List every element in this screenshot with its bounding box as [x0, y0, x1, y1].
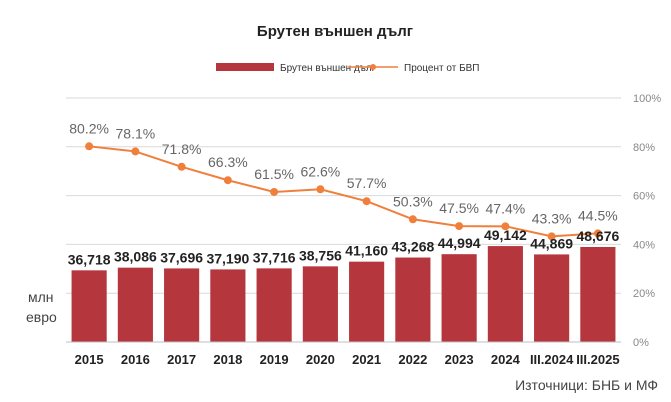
y2-tick-label: 40%	[633, 239, 655, 251]
gdp-percent-label: 66.3%	[208, 154, 248, 170]
y2-tick-label: 0%	[633, 337, 649, 349]
gdp-percent-label: 43.3%	[532, 210, 572, 226]
bar	[441, 254, 477, 342]
x-tick-label: 2018	[213, 352, 242, 367]
x-tick-label: 2023	[445, 352, 474, 367]
gdp-percent-label: 71.8%	[162, 141, 202, 157]
x-tick-label: III.2024	[530, 352, 574, 367]
bar-value-label: 48,676	[576, 228, 619, 244]
gdp-percent-label: 57.7%	[347, 175, 387, 191]
legend-swatch-debt	[216, 63, 274, 71]
chart-title: Брутен външен дълг	[257, 23, 413, 40]
bar	[71, 270, 107, 342]
gdp-percent-label: 62.6%	[301, 163, 341, 179]
legend: Брутен външен дълг Процент от БВП	[216, 63, 480, 74]
gdp-percent-point	[223, 176, 232, 185]
gdp-percent-label: 47.4%	[486, 200, 526, 216]
bar	[117, 267, 153, 342]
source-note: Източници: БНБ и МФ	[515, 377, 658, 393]
x-tick-label: 2020	[306, 352, 335, 367]
y-axis-unit-label: млн евро	[26, 289, 57, 325]
gdp-percent-label: 47.5%	[439, 200, 479, 216]
gdp-percent-label: 61.5%	[254, 166, 294, 182]
y-axis-unit-line-1: млн	[28, 289, 54, 305]
gdp-percent-point	[362, 197, 371, 206]
axes: 0% 20% 40% 60% 80% 100% 2015 2016 2017 2018 2019 20…	[66, 93, 661, 367]
bar	[580, 246, 616, 342]
gdp-percent-point	[501, 222, 510, 231]
gdp-percent-point	[455, 222, 464, 231]
bar-value-label: 43,268	[391, 239, 434, 255]
bar	[164, 268, 200, 342]
gdp-percent-point	[316, 185, 325, 194]
gdp-percent-point	[408, 215, 417, 224]
x-tick-label: III.2025	[576, 352, 619, 367]
x-tick-label: 2019	[260, 352, 289, 367]
bar	[534, 254, 570, 342]
gdp-percent-line	[89, 145, 598, 238]
y2-tick-label: 100%	[633, 93, 661, 105]
y2-tick-label: 20%	[633, 288, 655, 300]
x-tick-label: 2016	[121, 352, 150, 367]
x-tick-label: 2021	[352, 352, 381, 367]
bar-value-label: 37,190	[206, 250, 249, 266]
gdp-percent-point	[177, 162, 186, 171]
legend-label-debt: Брутен външен дълг	[280, 63, 376, 74]
gdp-percent-point	[547, 232, 556, 241]
gdp-percent-label: 78.1%	[116, 125, 156, 141]
bar-value-label: 37,696	[160, 249, 203, 265]
bar-value-label: 49,142	[484, 227, 527, 243]
bar-value-label: 41,160	[345, 243, 388, 259]
x-tick-label: 2017	[167, 352, 196, 367]
data-labels: 36,718 38,086 37,696 37,190 37,716 38,756 41,1…	[68, 120, 620, 267]
legend-label-gdp: Процент от БВП	[404, 63, 480, 74]
x-tick-label: 2022	[398, 352, 427, 367]
gdp-percent-point	[131, 147, 140, 156]
x-tick-label: 2015	[75, 352, 104, 367]
bar-value-label: 37,716	[253, 249, 296, 265]
gdp-percent-point	[593, 229, 602, 238]
bar-value-label: 44,994	[438, 235, 481, 251]
bar-value-label: 38,086	[114, 249, 157, 265]
grid	[66, 97, 621, 294]
bar	[302, 266, 338, 342]
x-tick-label: 2024	[491, 352, 521, 367]
legend-swatch-gdp-marker	[370, 64, 376, 70]
gdp-percent-point	[270, 187, 279, 196]
gdp-percent-label: 80.2%	[69, 120, 109, 136]
bar	[487, 246, 523, 342]
bar	[256, 268, 292, 342]
gdp-percent-point	[85, 142, 94, 151]
bar	[395, 257, 431, 342]
gdp-line	[85, 142, 602, 241]
bars	[71, 246, 616, 342]
y2-tick-label: 80%	[633, 142, 655, 154]
y2-tick-label: 60%	[633, 191, 655, 203]
bar-value-label: 36,718	[68, 251, 111, 267]
gdp-percent-label: 44.5%	[578, 207, 618, 223]
bar	[210, 269, 246, 342]
bar-value-label: 38,756	[299, 247, 342, 263]
bar	[349, 261, 385, 342]
bar-value-label: 44,869	[530, 235, 573, 251]
gdp-percent-label: 50.3%	[393, 193, 433, 209]
y-axis-unit-line-2: евро	[26, 309, 57, 325]
